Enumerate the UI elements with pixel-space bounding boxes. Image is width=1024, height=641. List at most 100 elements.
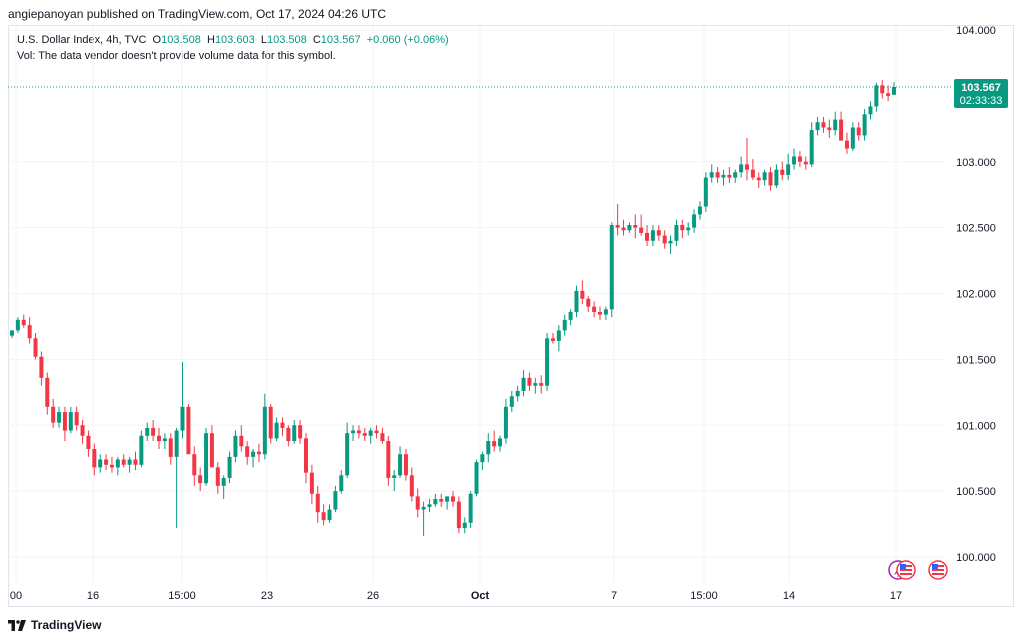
candle[interactable]: [115, 456, 120, 476]
candle[interactable]: [309, 464, 314, 505]
candle[interactable]: [51, 398, 56, 428]
candle[interactable]: [68, 406, 73, 434]
candle[interactable]: [386, 435, 391, 486]
candle[interactable]: [339, 470, 344, 494]
candle[interactable]: [797, 151, 802, 168]
candle[interactable]: [427, 499, 432, 513]
candle[interactable]: [380, 427, 385, 444]
candle[interactable]: [15, 317, 20, 334]
candle[interactable]: [221, 475, 226, 500]
candle[interactable]: [639, 214, 644, 236]
candle[interactable]: [739, 156, 744, 178]
candle[interactable]: [356, 425, 361, 439]
candle[interactable]: [509, 390, 514, 413]
candle[interactable]: [374, 425, 379, 439]
candle[interactable]: [439, 493, 444, 507]
candle[interactable]: [697, 201, 702, 220]
candle[interactable]: [803, 156, 808, 170]
candle[interactable]: [280, 417, 285, 436]
candle[interactable]: [515, 385, 520, 402]
candle[interactable]: [715, 167, 720, 183]
candle[interactable]: [174, 427, 179, 529]
candle[interactable]: [833, 111, 838, 136]
candle[interactable]: [415, 488, 420, 518]
candle[interactable]: [151, 419, 156, 442]
candle[interactable]: [45, 372, 50, 415]
candle[interactable]: [774, 164, 779, 189]
candle[interactable]: [474, 459, 479, 497]
candle[interactable]: [733, 169, 738, 183]
candle[interactable]: [451, 491, 455, 507]
candle[interactable]: [433, 493, 438, 507]
candle[interactable]: [786, 153, 791, 181]
candle[interactable]: [245, 441, 250, 465]
candle[interactable]: [862, 109, 867, 141]
candle[interactable]: [351, 425, 356, 442]
candle[interactable]: [680, 219, 685, 239]
candle[interactable]: [21, 314, 26, 328]
candle[interactable]: [656, 224, 661, 241]
candle[interactable]: [421, 501, 426, 536]
candle[interactable]: [650, 224, 655, 247]
candle[interactable]: [321, 504, 326, 526]
candle[interactable]: [609, 222, 614, 318]
candle[interactable]: [762, 169, 767, 186]
candle[interactable]: [192, 446, 197, 486]
candle[interactable]: [574, 285, 579, 318]
candle[interactable]: [545, 333, 550, 391]
candle[interactable]: [468, 491, 473, 529]
candle[interactable]: [586, 296, 591, 312]
candle[interactable]: [368, 427, 373, 444]
candle[interactable]: [503, 398, 508, 444]
candle[interactable]: [768, 167, 773, 191]
legend-symbol[interactable]: U.S. Dollar Index, 4h, TVC: [17, 34, 147, 46]
candle[interactable]: [621, 219, 626, 236]
candle[interactable]: [92, 443, 97, 476]
candle[interactable]: [233, 430, 238, 463]
candle[interactable]: [874, 82, 879, 112]
candle[interactable]: [692, 209, 697, 233]
candle[interactable]: [57, 406, 62, 428]
candle[interactable]: [162, 433, 167, 449]
candle[interactable]: [168, 433, 173, 465]
candle[interactable]: [839, 111, 844, 141]
candle[interactable]: [633, 214, 638, 239]
candle[interactable]: [615, 203, 620, 236]
candle[interactable]: [868, 101, 873, 120]
candle[interactable]: [33, 333, 38, 360]
candle[interactable]: [445, 496, 450, 510]
candle[interactable]: [39, 351, 44, 386]
candle[interactable]: [645, 224, 650, 247]
candle[interactable]: [127, 456, 132, 473]
us-flag-icon[interactable]: [896, 560, 916, 580]
us-flag-icon[interactable]: [928, 560, 948, 580]
candle[interactable]: [745, 138, 749, 181]
candle[interactable]: [62, 406, 67, 442]
candle[interactable]: [480, 451, 485, 471]
candle[interactable]: [10, 330, 14, 339]
candle[interactable]: [157, 427, 161, 449]
time-axis[interactable]: 00 16 15:00 23 26 Oct 7 15:00 14 17: [10, 590, 902, 602]
price-axis[interactable]: 104.000 103.000 102.500 102.000 101.500 101.0…: [956, 25, 996, 564]
candle[interactable]: [821, 116, 826, 133]
candle[interactable]: [844, 132, 849, 154]
candle[interactable]: [239, 425, 244, 452]
candle[interactable]: [274, 417, 279, 442]
candle[interactable]: [856, 122, 861, 141]
candle[interactable]: [456, 496, 461, 534]
candle[interactable]: [98, 454, 103, 473]
candle[interactable]: [398, 446, 403, 478]
candle[interactable]: [598, 306, 602, 320]
candle[interactable]: [756, 172, 761, 189]
candle[interactable]: [880, 80, 885, 99]
candle[interactable]: [292, 419, 297, 444]
candle[interactable]: [486, 433, 491, 463]
candle[interactable]: [345, 422, 350, 478]
candle[interactable]: [492, 430, 497, 452]
tradingview-footer[interactable]: TradingView: [8, 618, 101, 632]
candle[interactable]: [462, 517, 467, 534]
candle[interactable]: [268, 404, 273, 444]
candle[interactable]: [180, 362, 185, 439]
candle[interactable]: [592, 301, 597, 318]
